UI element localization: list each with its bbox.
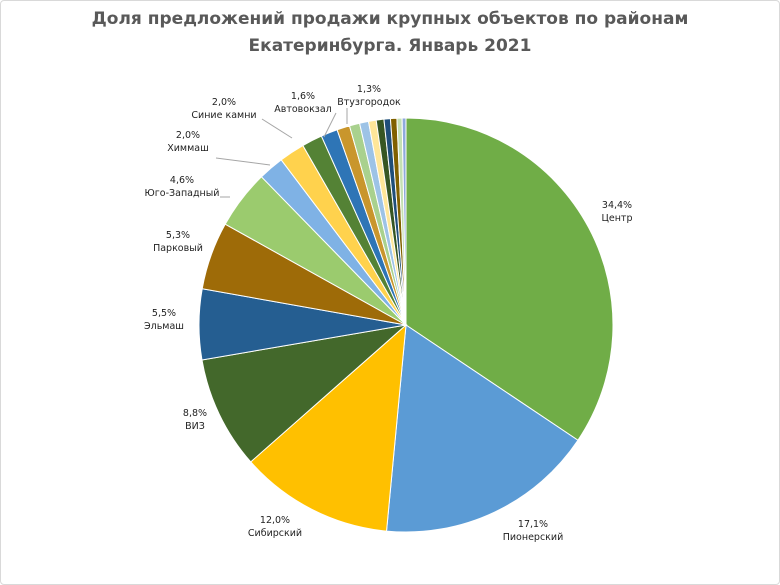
slice-label-втузгородок: 1,3% Втузгородок <box>337 84 401 108</box>
slice-label-химмаш: 2,0% Химмаш <box>167 130 209 154</box>
pie-slice-19 <box>401 117 407 326</box>
leader-line-синие-камни <box>261 118 293 139</box>
pie-slice-виз <box>201 324 408 463</box>
slice-label-виз: 8,8% ВИЗ <box>183 408 207 432</box>
pie-slices <box>198 117 614 533</box>
slice-label-синие-камни: 2,0% Синие камни <box>191 97 256 121</box>
slice-label-юго-западный: 4,6% Юго-Западный <box>145 175 220 199</box>
slice-label-эльмаш: 5,5% Эльмаш <box>144 308 184 332</box>
chart-title-line-2: Екатеринбурга. Январь 2021 <box>248 36 532 56</box>
slice-label-парковый: 5,3% Парковый <box>153 230 203 254</box>
leader-line-автовокзал <box>323 112 337 138</box>
pie-slice-пионерский <box>385 324 579 533</box>
pie-slice-сибирский <box>250 323 407 532</box>
chart-title: Доля предложений продажи крупных объекто… <box>0 6 780 60</box>
slice-labels: 34,4% Центр 17,1% Пионерский 12,0% Сибирский 8… <box>144 84 633 543</box>
pie-slice-центр <box>405 117 614 441</box>
leader-line-химмаш <box>215 157 271 166</box>
slice-label-пионерский: 17,1% Пионерский <box>503 519 564 543</box>
slice-label-центр: 34,4% Центр <box>602 200 633 224</box>
slice-label-сибирский: 12,0% Сибирский <box>248 515 302 539</box>
chart-title-line-1: Доля предложений продажи крупных объекто… <box>91 9 689 29</box>
slice-label-автовокзал: 1,6% Автовокзал <box>274 91 332 115</box>
leader-lines <box>215 108 348 198</box>
